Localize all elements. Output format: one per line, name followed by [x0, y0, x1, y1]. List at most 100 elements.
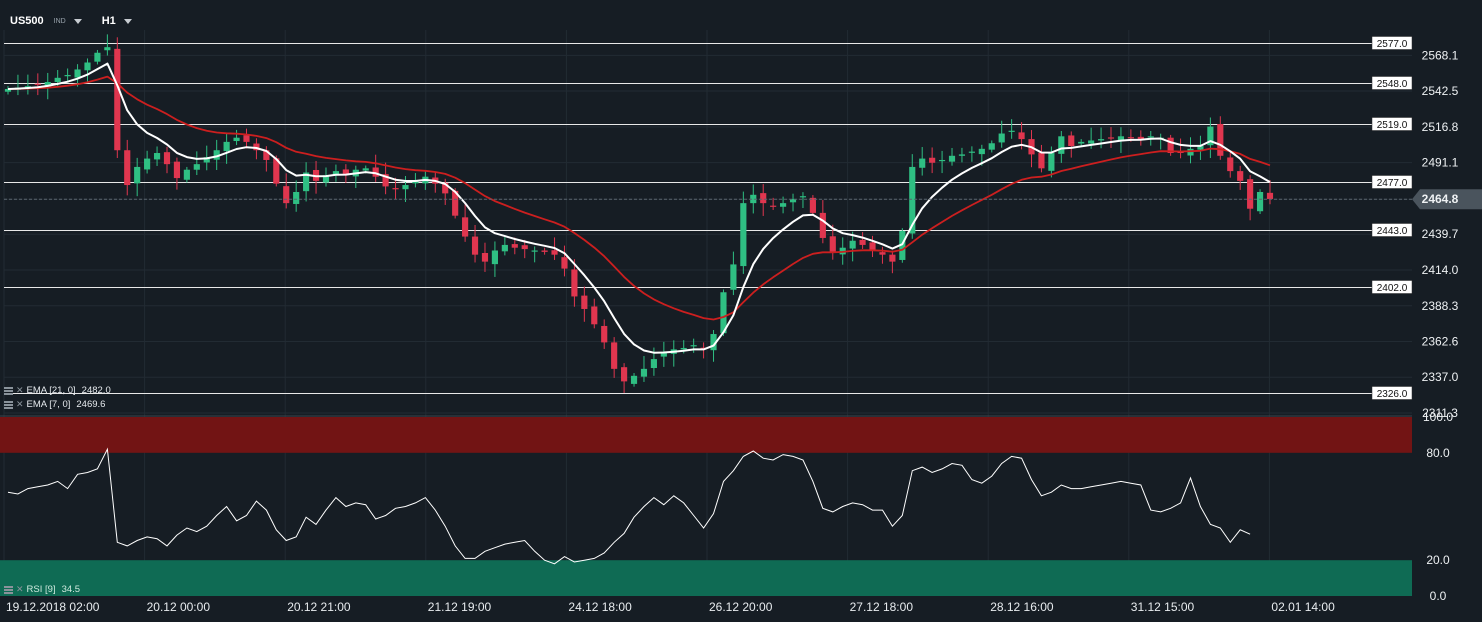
price-tick-label: 2337.0	[1422, 370, 1459, 384]
level-label-box	[1371, 280, 1413, 294]
ema7-legend[interactable]: ✕ EMA [7, 0] 2469.6	[4, 398, 105, 410]
candle-body	[173, 161, 181, 179]
candle-body	[462, 217, 469, 237]
candle-body	[223, 141, 230, 152]
settings-lines-icon[interactable]	[4, 585, 13, 594]
ema21-label: EMA [21, 0]	[26, 384, 76, 396]
candle-body	[1237, 171, 1244, 181]
candle-body	[471, 236, 479, 255]
candle-body	[621, 367, 628, 382]
time-tick-label: 20.12 00:00	[147, 600, 211, 614]
price-tick-label: 2439.7	[1422, 227, 1459, 241]
candle-body	[1266, 192, 1274, 199]
candle-body	[193, 164, 200, 170]
time-tick-label: 31.12 15:00	[1131, 600, 1195, 614]
candle-body	[4, 88, 12, 92]
candle-body	[789, 198, 797, 203]
candle-body	[253, 143, 260, 151]
candle-body	[650, 359, 657, 369]
level-label-box	[1371, 117, 1413, 131]
level-label: 2477.0	[1377, 178, 1408, 189]
rsi-polyline	[7, 447, 1251, 565]
candle-body	[1117, 136, 1125, 141]
candle-body	[44, 81, 51, 87]
price-tick-label: 2362.6	[1422, 335, 1459, 349]
candle-body	[303, 172, 310, 192]
candle-body	[362, 168, 369, 171]
candle-body	[283, 186, 290, 204]
rsi-axis: 100.0 80.0 20.0 0.0	[1423, 410, 1453, 603]
candle-body	[1078, 141, 1085, 144]
close-icon[interactable]: ✕	[16, 384, 24, 395]
candle-body	[680, 347, 687, 350]
grid-lines	[3, 30, 1412, 596]
candle-body	[74, 69, 81, 78]
candle-body	[382, 174, 389, 187]
candle-body	[1197, 146, 1204, 150]
candle-body	[799, 196, 807, 198]
settings-lines-icon[interactable]	[4, 400, 13, 409]
rsi-legend[interactable]: ✕ RSI [9] 34.5	[4, 583, 80, 595]
ema7-label: EMA [7, 0]	[26, 398, 71, 410]
candle-body	[531, 250, 538, 252]
candle-body	[293, 192, 300, 204]
candle-body	[561, 257, 568, 269]
timeframe-label[interactable]: H1	[101, 15, 116, 27]
candle-body	[1256, 192, 1264, 212]
price-tick-label: 2388.3	[1422, 299, 1459, 313]
candle-body	[322, 175, 330, 183]
close-icon[interactable]: ✕	[16, 398, 24, 409]
instrument-type-label: IND	[53, 17, 66, 25]
settings-lines-icon[interactable]	[4, 386, 13, 395]
time-tick-label: 21.12 19:00	[428, 600, 492, 614]
price-axis[interactable]: 2568.1 2542.5 2516.8 2491.1 2464.8 2439.7 2414…	[4, 48, 1482, 420]
candle-body	[780, 203, 787, 207]
time-axis[interactable]: 19.12.2018 02:00 20.12 00:00 20.12 21:00 21…	[6, 600, 1335, 614]
candle-body	[710, 334, 717, 351]
candle-body	[1147, 136, 1154, 138]
current-price-tag	[1412, 189, 1482, 210]
symbol-dropdown-icon[interactable]	[73, 18, 82, 24]
rsi-tick-label: 80.0	[1426, 446, 1450, 460]
symbol-label: US500	[10, 15, 44, 27]
close-icon[interactable]: ✕	[16, 583, 24, 594]
candle-body	[163, 152, 171, 165]
price-tick-label: 2542.5	[1422, 84, 1459, 98]
candle-body	[750, 194, 757, 204]
candle-body	[1127, 137, 1134, 139]
candle-body	[640, 368, 648, 377]
candle-body	[988, 143, 995, 150]
candle-body	[859, 239, 866, 245]
candle-body	[94, 52, 101, 62]
candle-body	[481, 252, 489, 262]
chart-header: US500 IND H1	[10, 12, 132, 30]
timeframe-dropdown-icon[interactable]	[123, 18, 132, 24]
price-tick-label: 2491.1	[1422, 156, 1459, 170]
candle-body	[1217, 124, 1224, 156]
candle-body	[183, 169, 190, 180]
level-label-box	[1371, 386, 1413, 400]
candle-body	[1008, 130, 1015, 132]
candle-body	[720, 292, 727, 334]
candle-body	[34, 83, 41, 85]
candle-body	[978, 148, 985, 155]
time-tick-label: 26.12 20:00	[709, 600, 773, 614]
level-label: 2326.0	[1377, 389, 1408, 400]
candle-body	[153, 153, 161, 160]
time-tick-label: 19.12.2018 02:00	[6, 600, 100, 614]
candle-body	[1167, 137, 1174, 154]
level-label-box	[1371, 76, 1413, 90]
candle-body	[899, 230, 906, 260]
time-tick-label: 28.12 16:00	[990, 600, 1054, 614]
candle-body	[849, 240, 856, 249]
candle-body	[54, 77, 61, 82]
candle-body	[581, 295, 588, 309]
ema21-legend[interactable]: ✕ EMA [21, 0] 2482.0	[4, 384, 111, 396]
candle-body	[1107, 137, 1115, 139]
candle-body	[611, 342, 618, 369]
horizontal-levels[interactable]: 2577.0 2548.0 2519.0 2477.0 2443.0 2402.0 2326…	[4, 36, 1413, 401]
candle-body	[412, 180, 419, 184]
candle-body	[1247, 179, 1254, 209]
candle-body	[24, 86, 31, 88]
